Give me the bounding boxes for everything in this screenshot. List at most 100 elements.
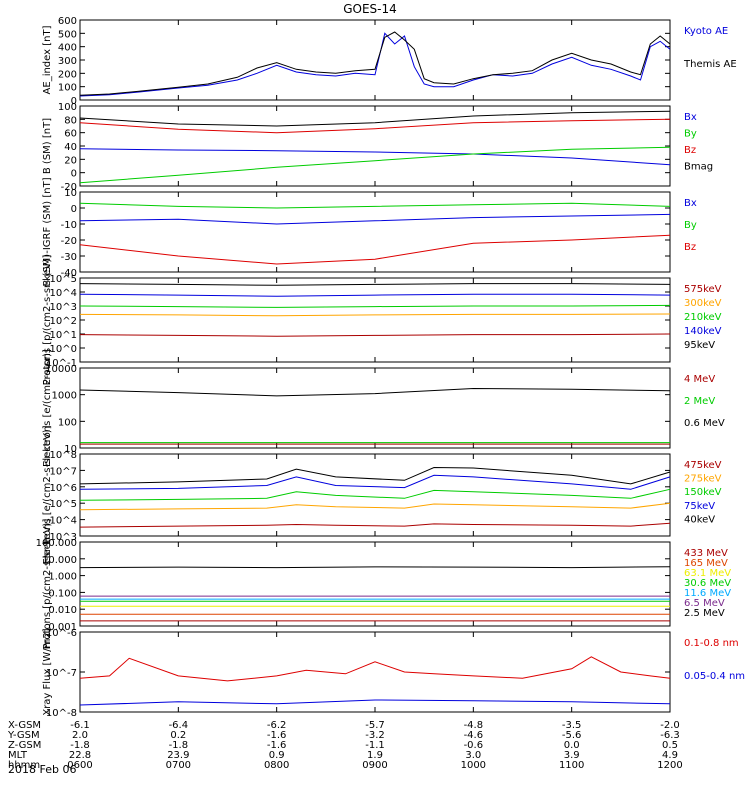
y-tick-label: 10^6 — [50, 483, 77, 494]
legend-label: 300keV — [684, 298, 722, 309]
legend-label: 575keV — [684, 284, 722, 295]
bottom-tick-label: 1200 — [657, 760, 682, 771]
y-tick-label: 40 — [64, 142, 77, 153]
bottom-tick-label: -5.6 — [562, 730, 582, 741]
legend-label: 0.6 MeV — [684, 418, 725, 429]
y-tick-label: 10^-7 — [46, 668, 77, 679]
series-275kev — [79, 502, 671, 511]
y-tick-label: -20 — [61, 236, 77, 247]
bottom-tick-label: 1.9 — [367, 750, 383, 761]
y-tick-label: 0.001 — [48, 622, 77, 633]
panel-bsm: -20 0 20 40 60 80 100 B (SM) [nT] Bx By Bz Bmag — [42, 102, 713, 193]
y-tick-label: 1.000 — [48, 572, 77, 583]
legend-label: 4 MeV — [684, 374, 715, 385]
y-tick-label: 10^3 — [50, 302, 77, 313]
row-label: X-GSM — [8, 720, 41, 731]
series-themis-ae — [79, 31, 671, 96]
series-bz — [79, 234, 671, 265]
panel-protons_mev: 0.001 0.010 0.100 1.000 10.000 100.000Protons… — [36, 519, 732, 650]
y-tick-label: 10^8 — [50, 450, 77, 461]
y-tick-label: 10000 — [45, 364, 77, 375]
y-axis-label: B (SM)-IGRF (SM) [nT] — [42, 177, 53, 286]
series-95kev — [79, 283, 671, 286]
y-tick-label: -10 — [61, 220, 77, 231]
legend-label: 30.6 MeV — [684, 578, 731, 589]
bottom-tick-label: -3.5 — [562, 720, 582, 731]
series-0-05-0-4-nm — [79, 699, 671, 706]
series-by — [79, 202, 671, 209]
panel-frame — [79, 541, 671, 627]
y-tick-label: 10^-1 — [46, 358, 77, 369]
row-label: MLT — [8, 750, 28, 761]
legend-label: 95keV — [684, 340, 715, 351]
legend-label: 2.5 MeV — [684, 608, 725, 619]
legend-label: 275keV — [684, 474, 722, 485]
bottom-tick-label: -1.8 — [169, 740, 189, 751]
bottom-tick-label: 3.9 — [564, 750, 580, 761]
y-tick-label: 60 — [64, 129, 77, 140]
bottom-tick-label: 0.0 — [564, 740, 580, 751]
y-tick-label: 100 — [58, 102, 77, 113]
y-tick-label: 10^3 — [50, 532, 77, 543]
series-150kev — [79, 488, 671, 501]
y-tick-label: 0 — [71, 96, 77, 107]
series-210kev — [79, 304, 671, 308]
bottom-tick-label: 23.9 — [167, 750, 189, 761]
panel-ae: 0 100 200 300 400 500 600 AE_index [nT] Kyoto AE… — [42, 16, 737, 107]
legend-label: Kyoto AE — [684, 26, 728, 37]
row-label: hhmm — [8, 760, 40, 771]
panel-bigrf: -40 -30 -20 -10 0 10 B (SM)-IGRF (SM) [nT] Bx By… — [42, 177, 697, 286]
series-bx — [79, 148, 671, 166]
legend-label: 475keV — [684, 460, 722, 471]
series-0-6-mev — [79, 387, 671, 397]
series-40kev — [79, 466, 671, 485]
bottom-tick-label: 2.0 — [72, 730, 88, 741]
legend-label: 140keV — [684, 326, 722, 337]
series-75kev — [79, 474, 671, 490]
legend-label: Bmag — [684, 162, 713, 173]
bottom-tick-label: -6.1 — [70, 720, 90, 731]
legend-label: By — [684, 220, 697, 231]
legend-label: 63.1 MeV — [684, 568, 731, 579]
bottom-tick-label: -1.1 — [365, 740, 385, 751]
legend-label: 6.5 MeV — [684, 598, 725, 609]
y-tick-label: 1000 — [52, 391, 77, 402]
legend-label: Bz — [684, 145, 696, 156]
series-kyoto-ae — [79, 32, 671, 97]
bottom-tick-label: -4.6 — [464, 730, 484, 741]
bottom-tick-label: 0900 — [362, 760, 387, 771]
y-axis-label: Electrons [e/(cm2-s-sr)] — [42, 349, 53, 467]
legend-label: 433 MeV — [684, 548, 728, 559]
y-tick-label: 200 — [58, 69, 77, 80]
y-axis-label: B (SM) [nT] — [42, 118, 53, 174]
y-tick-label: 0 — [71, 204, 77, 215]
row-label: Z-GSM — [8, 740, 41, 751]
series-0-1-0-8-nm — [79, 656, 671, 682]
series-575kev — [79, 333, 671, 337]
y-axis-label: Protons [p/(cm2-s-sr-keV)] — [42, 255, 53, 386]
bottom-tick-label: -1.6 — [267, 730, 287, 741]
panel-frame — [79, 105, 671, 187]
y-tick-label: 100.000 — [36, 538, 77, 549]
y-tick-label: 10^4 — [50, 516, 77, 527]
row-label: Y-GSM — [7, 730, 40, 741]
legend-label: Themis AE — [683, 59, 737, 70]
y-tick-label: 100 — [58, 83, 77, 94]
date-label: 2018 Feb 06 — [8, 763, 76, 776]
y-tick-label: 10^4 — [50, 288, 77, 299]
y-tick-label: 0 — [71, 169, 77, 180]
series-by — [79, 146, 671, 184]
legend-label: 40keV — [684, 514, 715, 525]
y-tick-label: 10^2 — [50, 316, 77, 327]
legend-label: 0.1-0.8 nm — [684, 638, 739, 649]
series-bz — [79, 118, 671, 134]
y-axis-label: Electrons [e/(cm2-s-sr-keV)] — [42, 425, 53, 564]
series-bmag — [79, 110, 671, 127]
y-tick-label: 10^7 — [50, 466, 77, 477]
bottom-tick-label: 0700 — [166, 760, 191, 771]
y-axis-label: Protons [p/(cm2-s-sr-keV)] — [42, 519, 53, 650]
